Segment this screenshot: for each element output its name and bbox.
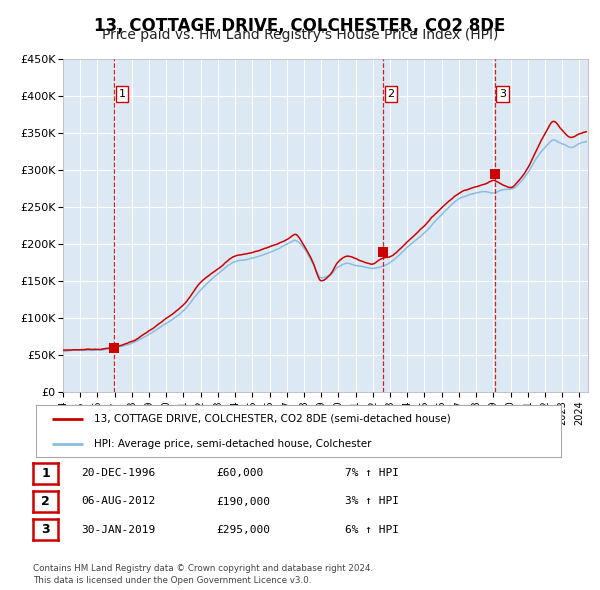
Text: 1: 1 xyxy=(118,89,125,99)
Text: Price paid vs. HM Land Registry's House Price Index (HPI): Price paid vs. HM Land Registry's House … xyxy=(102,28,498,42)
Text: 2: 2 xyxy=(387,89,394,99)
Text: Contains HM Land Registry data © Crown copyright and database right 2024.
This d: Contains HM Land Registry data © Crown c… xyxy=(33,565,373,585)
Text: 1: 1 xyxy=(41,467,50,480)
Text: 3: 3 xyxy=(41,523,50,536)
Text: 7% ↑ HPI: 7% ↑ HPI xyxy=(345,468,399,478)
Text: 3: 3 xyxy=(499,89,506,99)
Text: 2: 2 xyxy=(41,495,50,508)
Text: 13, COTTAGE DRIVE, COLCHESTER, CO2 8DE: 13, COTTAGE DRIVE, COLCHESTER, CO2 8DE xyxy=(94,17,506,35)
Text: 3% ↑ HPI: 3% ↑ HPI xyxy=(345,497,399,506)
Text: 20-DEC-1996: 20-DEC-1996 xyxy=(81,468,155,478)
Text: £295,000: £295,000 xyxy=(216,525,270,535)
Text: 6% ↑ HPI: 6% ↑ HPI xyxy=(345,525,399,535)
Text: 06-AUG-2012: 06-AUG-2012 xyxy=(81,497,155,506)
Text: 30-JAN-2019: 30-JAN-2019 xyxy=(81,525,155,535)
Text: HPI: Average price, semi-detached house, Colchester: HPI: Average price, semi-detached house,… xyxy=(94,439,371,448)
Text: £60,000: £60,000 xyxy=(216,468,263,478)
Text: 13, COTTAGE DRIVE, COLCHESTER, CO2 8DE (semi-detached house): 13, COTTAGE DRIVE, COLCHESTER, CO2 8DE (… xyxy=(94,414,451,424)
Text: £190,000: £190,000 xyxy=(216,497,270,506)
